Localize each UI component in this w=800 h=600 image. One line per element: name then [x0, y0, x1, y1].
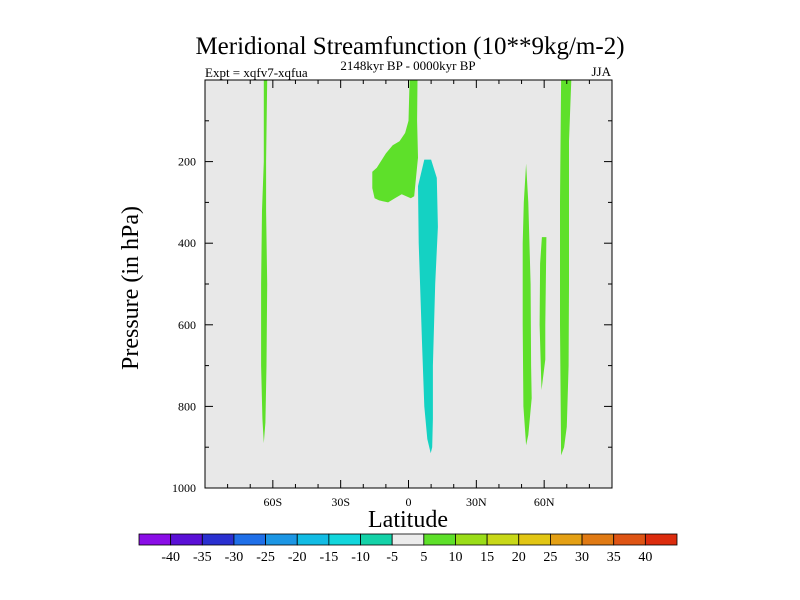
- eq-upper-cell-stem: [408, 80, 418, 164]
- axis-ticks: 60S 30S 0 30N 60N 200 400 600 800 1000: [172, 80, 612, 509]
- colorbar-label: 40: [638, 550, 652, 565]
- eq-negative-cell: [418, 159, 438, 454]
- subtitle-left: Expt = xqfv7-xqfua: [205, 65, 308, 80]
- colorbar-label: 30: [575, 550, 589, 565]
- colorbar: -40 -35 -30 -25 -20 -15 -10 -5 5 10 15 20 25 30 35 40: [138, 533, 678, 565]
- subtitle-right: JJA: [591, 64, 611, 79]
- colorbar-label: 35: [607, 550, 621, 565]
- colorbar-label: -5: [386, 550, 398, 565]
- x-tick-label: 30N: [466, 495, 487, 509]
- colorbar-box: [550, 533, 583, 546]
- colorbar-box: [201, 533, 235, 546]
- colorbar-box: [581, 533, 615, 546]
- y-tick-label: 200: [178, 155, 196, 169]
- colorbar-label: -25: [256, 550, 275, 565]
- x-tick-label: 30S: [331, 495, 350, 509]
- nh-high-lat-cell: [560, 80, 572, 456]
- colorbar-label: -30: [225, 550, 244, 565]
- colorbar-label: -20: [288, 550, 307, 565]
- colorbar-box: [265, 533, 298, 546]
- colorbar-box: [423, 533, 456, 546]
- colorbar-box: [360, 533, 393, 546]
- colorbar-box: [138, 533, 172, 546]
- x-tick-label: 60S: [263, 495, 282, 509]
- colorbar-box: [328, 533, 361, 546]
- colorbar-box: [613, 533, 646, 546]
- x-axis-label: Latitude: [368, 507, 448, 533]
- nh-midlat-cell-secondary: [539, 237, 547, 391]
- colorbar-box: [391, 533, 425, 546]
- contour-regions: [261, 80, 572, 456]
- y-tick-label: 800: [178, 399, 196, 413]
- y-tick-label: 1000: [172, 481, 196, 495]
- colorbar-label: -10: [351, 550, 370, 565]
- colorbar-label: -15: [320, 550, 339, 565]
- colorbar-label: -35: [193, 550, 212, 565]
- colorbar-box: [644, 533, 678, 546]
- colorbar-box: [170, 533, 203, 546]
- colorbar-label: 20: [512, 550, 526, 565]
- colorbar-label: 10: [448, 550, 462, 565]
- y-axis-label: Pressure (in hPa): [118, 206, 144, 370]
- colorbar-box: [455, 533, 488, 546]
- colorbar-label: 15: [480, 550, 494, 565]
- x-tick-label: 0: [406, 495, 412, 509]
- chart-title: Meridional Streamfunction (10**9kg/m-2): [195, 33, 624, 60]
- colorbar-box: [486, 533, 520, 546]
- colorbar-box: [296, 533, 330, 546]
- colorbar-label: 25: [543, 550, 557, 565]
- subtitle-center: 2148kyr BP - 0000kyr BP: [340, 58, 475, 73]
- colorbar-box: [518, 533, 551, 546]
- colorbar-label: -40: [161, 550, 180, 565]
- y-tick-label: 600: [178, 318, 196, 332]
- colorbar-label: 5: [420, 550, 427, 565]
- x-tick-label: 60N: [534, 495, 555, 509]
- y-tick-label: 400: [178, 236, 196, 250]
- sh-high-lat-cell: [261, 80, 268, 444]
- colorbar-box: [233, 533, 266, 546]
- eq-upper-cell-branch: [372, 120, 418, 203]
- nh-midlat-cell: [522, 163, 532, 446]
